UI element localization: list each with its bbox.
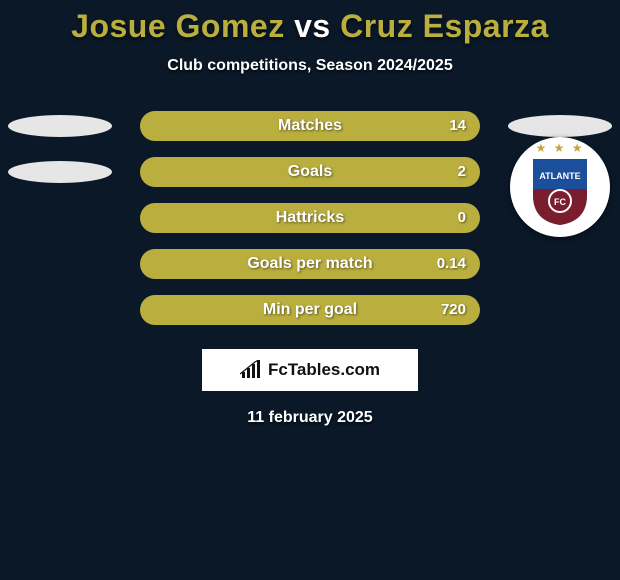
stat-value-right: 14	[449, 111, 466, 141]
stat-value-right: 0	[458, 203, 466, 233]
stat-row: Goals 2 ★ ★ ★ ATLANTE FC	[0, 157, 620, 187]
stat-row: Goals per match 0.14	[0, 249, 620, 279]
stat-label: Goals per match	[140, 249, 480, 279]
stat-bar: Hattricks 0	[140, 203, 480, 233]
player2-name: Cruz Esparza	[340, 8, 549, 44]
stat-bar: Matches 14	[140, 111, 480, 141]
stat-value-right: 720	[441, 295, 466, 325]
stat-row: Hattricks 0	[0, 203, 620, 233]
brand-chart-icon	[240, 360, 264, 380]
stat-row: Matches 14	[0, 111, 620, 141]
stat-value-right: 2	[458, 157, 466, 187]
title-vs: vs	[294, 8, 331, 44]
stat-bar: Goals per match 0.14	[140, 249, 480, 279]
brand-attribution: FcTables.com	[202, 349, 418, 391]
stat-label: Min per goal	[140, 295, 480, 325]
stat-label: Matches	[140, 111, 480, 141]
badge-stars-icon: ★ ★ ★	[536, 141, 585, 155]
avatar-oval-icon	[8, 115, 112, 137]
avatar-oval-icon	[508, 115, 612, 137]
player1-avatar-placeholder	[8, 147, 112, 197]
page-title: Josue Gomez vs Cruz Esparza	[0, 8, 620, 45]
brand-text: FcTables.com	[268, 360, 380, 380]
stat-bar: Min per goal 720	[140, 295, 480, 325]
stat-row: Min per goal 720	[0, 295, 620, 325]
subtitle: Club competitions, Season 2024/2025	[0, 57, 620, 75]
badge-text: ATLANTE	[539, 171, 580, 181]
stat-value-right: 0.14	[437, 249, 466, 279]
stat-label: Hattricks	[140, 203, 480, 233]
stat-bar: Goals 2	[140, 157, 480, 187]
player1-name: Josue Gomez	[71, 8, 285, 44]
player1-avatar-placeholder	[8, 101, 112, 151]
avatar-oval-icon	[8, 161, 112, 183]
date-line: 11 february 2025	[0, 409, 620, 427]
stats-rows: Matches 14 Goals 2 ★ ★ ★ ATLANTE	[0, 111, 620, 325]
stat-label: Goals	[140, 157, 480, 187]
comparison-infographic: Josue Gomez vs Cruz Esparza Club competi…	[0, 0, 620, 427]
